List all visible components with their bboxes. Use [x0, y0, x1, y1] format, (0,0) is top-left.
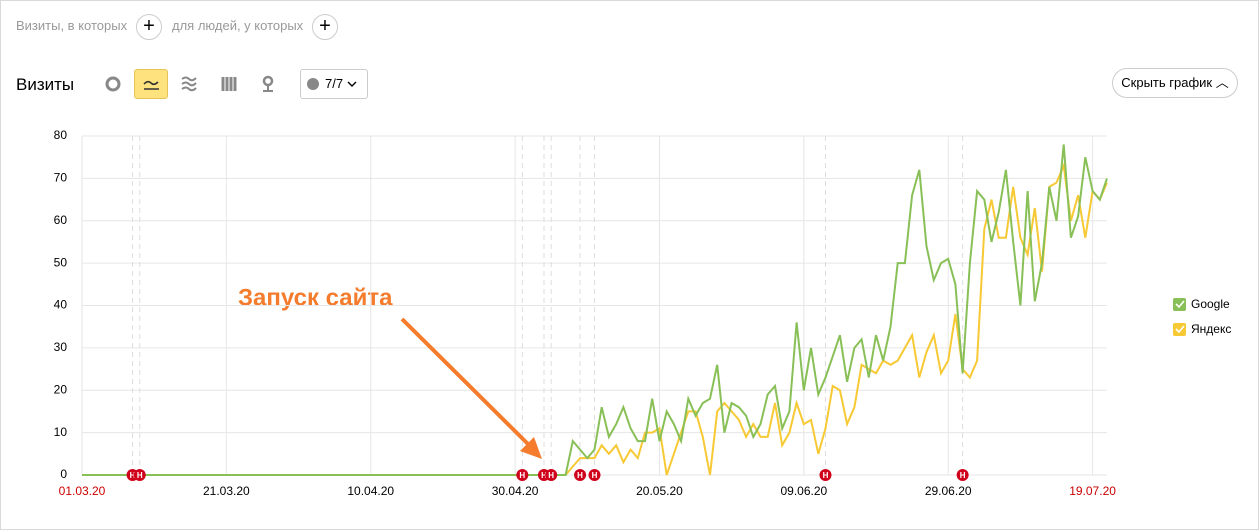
note-circle	[516, 469, 529, 481]
notes-count: 7/7	[325, 76, 344, 91]
note-label: Н	[130, 471, 136, 480]
notes-dropdown[interactable]: 7/7	[300, 69, 368, 99]
legend-check	[1175, 300, 1185, 309]
note-circle	[956, 469, 969, 481]
y-tick-label: 40	[54, 298, 68, 312]
pie-chart-icon[interactable]	[97, 70, 129, 98]
note-circle	[588, 469, 601, 481]
map-icon[interactable]	[252, 70, 284, 98]
y-tick-label: 60	[54, 213, 68, 227]
x-tick-label: 19.07.20	[1069, 484, 1116, 498]
arrow	[400, 317, 535, 451]
legend-label: Яндекс	[1191, 322, 1231, 336]
y-tick-label: 0	[60, 467, 67, 481]
x-tick-label: 29.06.20	[925, 484, 972, 498]
add-filter-button[interactable]: +	[312, 14, 338, 40]
y-tick-label: 70	[54, 171, 68, 185]
note-label: Н	[137, 471, 143, 480]
note-label: Н	[592, 471, 598, 480]
note-label: Н	[541, 471, 547, 480]
hide-chart-button[interactable]: Скрыть график ︿	[1112, 68, 1238, 98]
button-label: Скрыть график	[1121, 75, 1213, 90]
x-tick-label: 20.05.20	[636, 484, 683, 498]
x-tick-label: 09.06.20	[780, 484, 827, 498]
note-circle	[133, 469, 146, 481]
x-tick-label: 30.04.20	[492, 484, 539, 498]
note-label: Н	[823, 471, 829, 480]
note-marker: Н	[133, 469, 146, 481]
bar-chart-icon[interactable]	[213, 70, 245, 98]
note-label: Н	[960, 471, 966, 480]
filter-label: Визиты, в которых	[16, 18, 128, 33]
note-circle	[819, 469, 832, 481]
filter-label: для людей, у которых	[172, 18, 304, 33]
legend-checkbox	[1173, 323, 1186, 336]
note-marker: Н	[956, 469, 969, 481]
arrow-head	[520, 437, 542, 459]
y-tick-label: 30	[54, 340, 68, 354]
add-filter-button[interactable]: +	[136, 14, 162, 40]
annotation-text: Запуск сайта	[238, 284, 393, 311]
note-marker: Н	[819, 469, 832, 481]
note-marker: Н	[588, 469, 601, 481]
x-tick-label: 01.03.20	[59, 484, 106, 498]
note-label: Н	[548, 471, 554, 480]
line-chart-icon[interactable]	[134, 69, 168, 99]
note-label: Н	[577, 471, 583, 480]
section-title: Визиты	[16, 75, 75, 94]
note-marker: Н	[574, 469, 587, 481]
y-tick-label: 10	[54, 425, 68, 439]
line	[82, 144, 1108, 476]
note-circle	[574, 469, 587, 481]
area-chart-icon[interactable]	[173, 70, 205, 98]
legend-label: Google	[1191, 297, 1230, 311]
legend-check	[1175, 325, 1185, 334]
note-marker: Н	[545, 469, 558, 481]
x-tick-label: 21.03.20	[203, 484, 250, 498]
y-tick-label: 20	[54, 382, 68, 396]
y-tick-label: 50	[54, 255, 68, 269]
note-circle	[545, 469, 558, 481]
x-tick-label: 10.04.20	[347, 484, 394, 498]
legend-checkbox	[1173, 298, 1186, 311]
note-marker: Н	[516, 469, 529, 481]
y-tick-label: 80	[54, 128, 68, 142]
note-label: Н	[519, 471, 525, 480]
